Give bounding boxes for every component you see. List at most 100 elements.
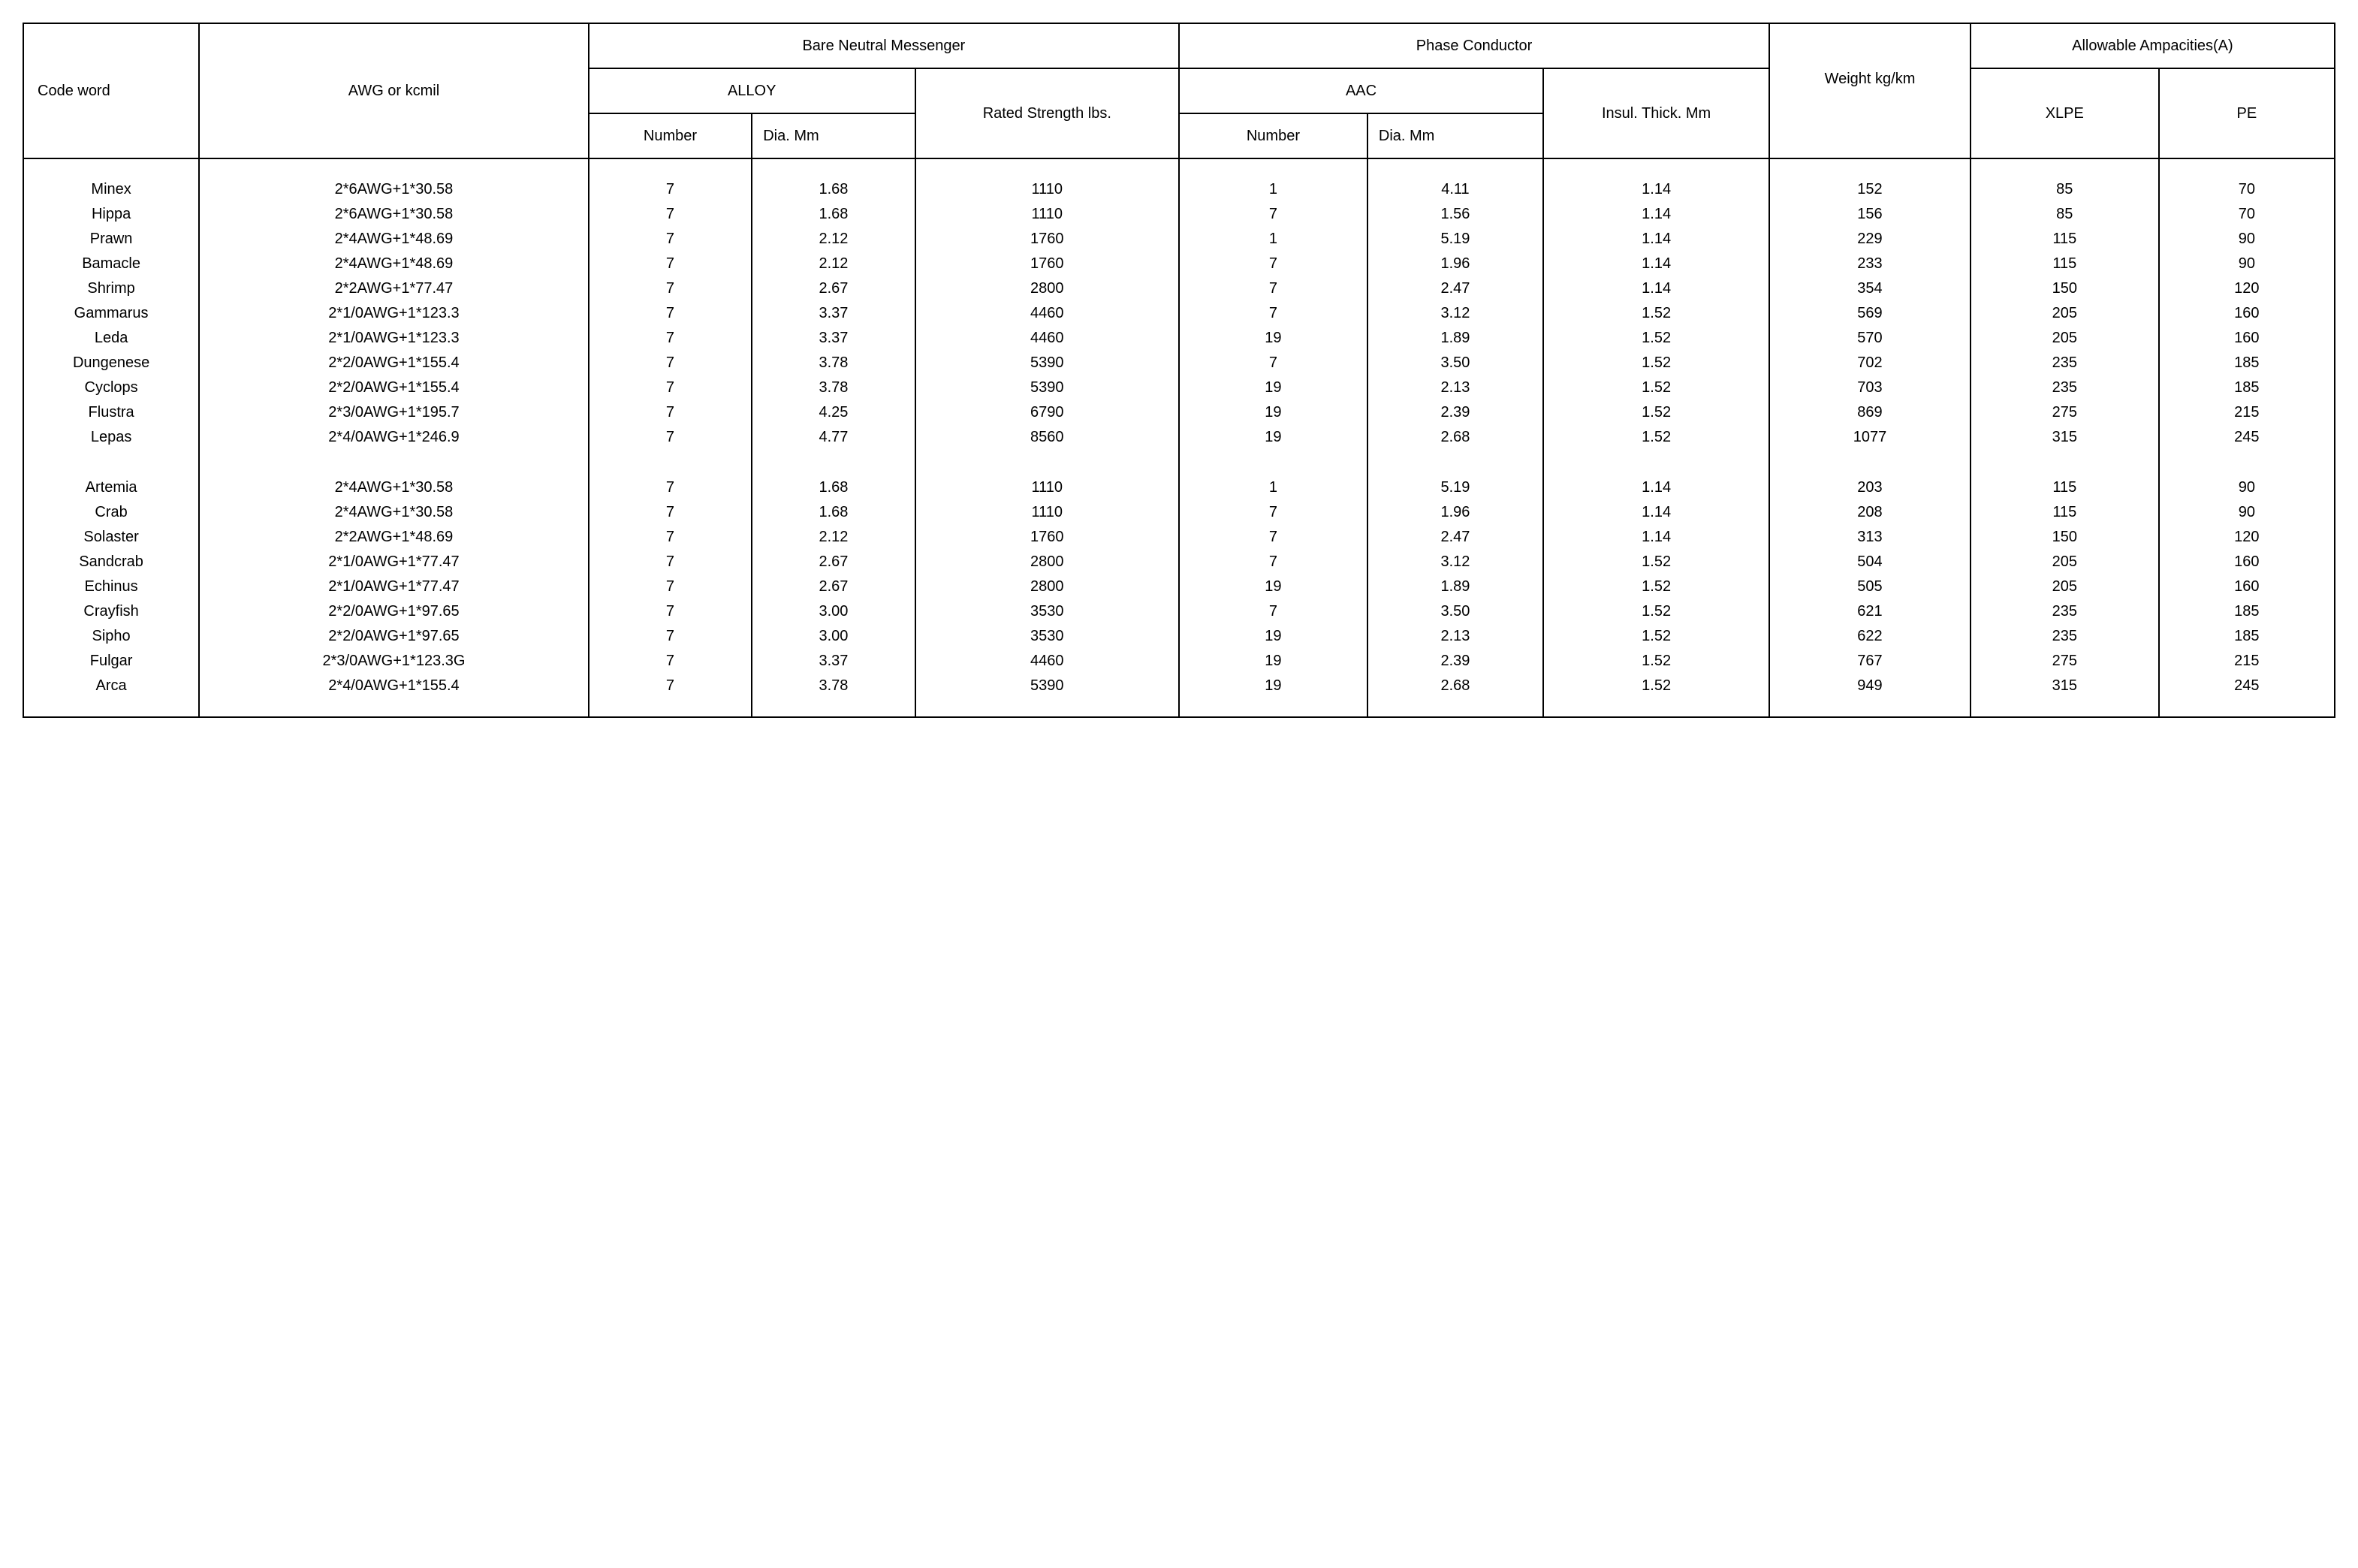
cell-awg: 2*4/0AWG+1*246.9 [199, 425, 589, 450]
cell-xlpe: 115 [1971, 500, 2159, 525]
cell-num2: 19 [1179, 624, 1367, 649]
cell-num2: 19 [1179, 375, 1367, 400]
cell-num1: 7 [589, 276, 752, 301]
cell-weight: 505 [1769, 574, 1971, 599]
cell-weight: 1077 [1769, 425, 1971, 450]
hdr-aac-number: Number [1179, 113, 1367, 158]
table-row: Fulgar2*3/0AWG+1*123.3G73.374460192.391.… [23, 649, 2335, 674]
cell-insul: 1.52 [1543, 425, 1769, 450]
cell-rated: 1110 [915, 500, 1179, 525]
cell-insul: 1.14 [1543, 525, 1769, 550]
cell-num1: 7 [589, 351, 752, 375]
cell-code: Solaster [23, 525, 199, 550]
cell-num2: 7 [1179, 550, 1367, 574]
table-row: Bamacle2*4AWG+1*48.6972.12176071.961.142… [23, 252, 2335, 276]
cell-rated: 1760 [915, 252, 1179, 276]
cell-insul: 1.14 [1543, 276, 1769, 301]
cell-xlpe: 275 [1971, 400, 2159, 425]
cell-code: Crayfish [23, 599, 199, 624]
cell-rated: 3530 [915, 599, 1179, 624]
cell-pe: 160 [2159, 574, 2335, 599]
cell-weight: 354 [1769, 276, 1971, 301]
cell-dia1: 2.67 [752, 550, 915, 574]
cell-code: Hippa [23, 202, 199, 227]
cell-xlpe: 235 [1971, 624, 2159, 649]
cell-num2: 19 [1179, 326, 1367, 351]
cell-rated: 1760 [915, 525, 1179, 550]
cell-num2: 19 [1179, 674, 1367, 698]
cell-insul: 1.52 [1543, 351, 1769, 375]
cell-pe: 160 [2159, 550, 2335, 574]
cell-weight: 949 [1769, 674, 1971, 698]
cell-dia2: 2.13 [1367, 624, 1543, 649]
cell-insul: 1.52 [1543, 649, 1769, 674]
cell-dia1: 2.12 [752, 525, 915, 550]
cell-dia2: 2.39 [1367, 400, 1543, 425]
cell-code: Minex [23, 177, 199, 202]
cell-xlpe: 115 [1971, 227, 2159, 252]
cell-rated: 5390 [915, 375, 1179, 400]
cell-awg: 2*2AWG+1*77.47 [199, 276, 589, 301]
cell-code: Shrimp [23, 276, 199, 301]
cell-xlpe: 235 [1971, 599, 2159, 624]
cell-num1: 7 [589, 624, 752, 649]
cell-awg: 2*1/0AWG+1*123.3 [199, 301, 589, 326]
cell-dia2: 3.12 [1367, 550, 1543, 574]
cell-num1: 7 [589, 500, 752, 525]
cell-dia1: 3.00 [752, 599, 915, 624]
hdr-alloy: ALLOY [589, 68, 915, 113]
cell-awg: 2*4AWG+1*48.69 [199, 252, 589, 276]
cell-num1: 7 [589, 525, 752, 550]
cell-num2: 19 [1179, 574, 1367, 599]
cell-pe: 90 [2159, 500, 2335, 525]
cell-dia1: 1.68 [752, 177, 915, 202]
cell-num2: 7 [1179, 525, 1367, 550]
cell-awg: 2*6AWG+1*30.58 [199, 202, 589, 227]
table-row: Solaster2*2AWG+1*48.6972.12176072.471.14… [23, 525, 2335, 550]
cell-insul: 1.52 [1543, 624, 1769, 649]
cell-awg: 2*2AWG+1*48.69 [199, 525, 589, 550]
cell-num2: 19 [1179, 649, 1367, 674]
cell-rated: 6790 [915, 400, 1179, 425]
cell-dia2: 4.11 [1367, 177, 1543, 202]
cell-dia1: 3.00 [752, 624, 915, 649]
cell-num1: 7 [589, 177, 752, 202]
cell-xlpe: 315 [1971, 425, 2159, 450]
table-spacer [23, 698, 2335, 717]
cell-pe: 185 [2159, 599, 2335, 624]
cell-pe: 90 [2159, 475, 2335, 500]
cell-pe: 215 [2159, 400, 2335, 425]
cell-xlpe: 150 [1971, 525, 2159, 550]
table-spacer [23, 158, 2335, 177]
cell-weight: 313 [1769, 525, 1971, 550]
cell-insul: 1.52 [1543, 550, 1769, 574]
cell-xlpe: 115 [1971, 252, 2159, 276]
cell-num1: 7 [589, 649, 752, 674]
table-row: Crab2*4AWG+1*30.5871.68111071.961.142081… [23, 500, 2335, 525]
cell-insul: 1.52 [1543, 674, 1769, 698]
table-row: Leda2*1/0AWG+1*123.373.374460191.891.525… [23, 326, 2335, 351]
cell-dia2: 1.89 [1367, 574, 1543, 599]
hdr-weight: Weight kg/km [1769, 23, 1971, 158]
cell-num1: 7 [589, 574, 752, 599]
cell-code: Gammarus [23, 301, 199, 326]
cell-awg: 2*4AWG+1*30.58 [199, 500, 589, 525]
cell-insul: 1.52 [1543, 599, 1769, 624]
cell-weight: 703 [1769, 375, 1971, 400]
cell-code: Dungenese [23, 351, 199, 375]
cell-insul: 1.14 [1543, 252, 1769, 276]
cell-dia2: 3.50 [1367, 599, 1543, 624]
cell-code: Sandcrab [23, 550, 199, 574]
cell-insul: 1.14 [1543, 227, 1769, 252]
hdr-pe: PE [2159, 68, 2335, 158]
cell-dia2: 1.89 [1367, 326, 1543, 351]
cell-xlpe: 205 [1971, 326, 2159, 351]
cell-insul: 1.52 [1543, 574, 1769, 599]
cell-rated: 4460 [915, 649, 1179, 674]
cell-weight: 208 [1769, 500, 1971, 525]
cell-num2: 1 [1179, 177, 1367, 202]
cell-pe: 90 [2159, 227, 2335, 252]
cell-pe: 120 [2159, 276, 2335, 301]
cell-rated: 3530 [915, 624, 1179, 649]
cell-dia2: 2.39 [1367, 649, 1543, 674]
